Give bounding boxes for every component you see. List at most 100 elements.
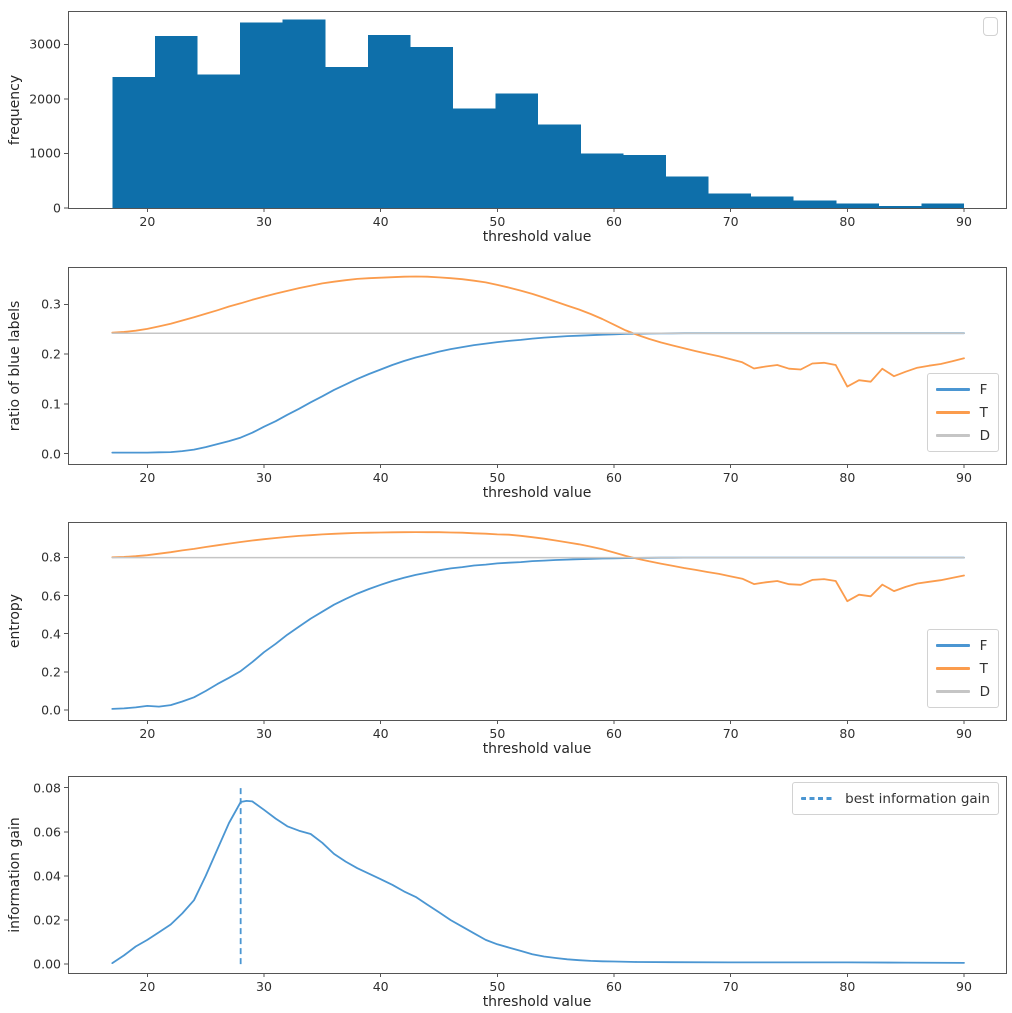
- y-tick-label: 0: [53, 200, 61, 216]
- legend-empty: [983, 17, 998, 36]
- y-tick-label: 0.06: [33, 824, 61, 840]
- histogram-bar: [154, 36, 198, 208]
- legend-line-sample: [935, 690, 970, 693]
- histogram-bar: [495, 93, 539, 208]
- x-tick-label: 70: [722, 470, 739, 485]
- legend-entry-T: T: [935, 657, 990, 680]
- x-tick-label: 90: [956, 726, 972, 741]
- x-tick-label: 20: [139, 470, 156, 485]
- histogram-bar: [708, 193, 752, 208]
- x-tick-label: 30: [256, 214, 272, 229]
- entropy-y-axis-label: entropy: [7, 593, 23, 649]
- x-tick-label: 50: [489, 214, 506, 229]
- legend-line-sample: [935, 667, 970, 670]
- x-tick-label: 40: [372, 214, 389, 229]
- x-tick-label: 20: [139, 979, 156, 994]
- histogram-bar: [282, 19, 326, 208]
- x-tick-label: 30: [256, 470, 272, 485]
- histogram-bar: [367, 35, 411, 209]
- x-tick-label: 70: [722, 214, 739, 229]
- x-tick-label: 70: [722, 726, 739, 741]
- y-tick-label: 0.2: [41, 346, 61, 362]
- y-tick-label: 2000: [29, 91, 61, 107]
- axes-spines: [68, 776, 1007, 974]
- legend-entry-label: T: [979, 404, 988, 421]
- x-tick-label: 30: [256, 979, 272, 994]
- x-tick-label: 80: [839, 470, 856, 485]
- y-tick-label: 0.08: [33, 780, 61, 796]
- histogram-y-axis-label: frequency: [7, 74, 23, 145]
- histogram-bar: [453, 108, 496, 208]
- entropy-x-axis-label: threshold value: [482, 741, 592, 757]
- x-tick-label: 20: [139, 726, 156, 741]
- histogram-bar: [921, 203, 964, 208]
- y-tick-label: 0.6: [41, 588, 61, 603]
- x-tick-label: 90: [956, 214, 972, 229]
- histogram-bar: [240, 22, 283, 208]
- histogram-bar: [410, 47, 453, 209]
- x-tick-label: 60: [606, 470, 622, 485]
- y-tick-label: 3000: [29, 36, 61, 52]
- y-tick-label: 0.2: [41, 664, 61, 680]
- ratio-y-axis-label: ratio of blue labels: [7, 300, 23, 431]
- legend-entry-label: T: [979, 660, 988, 677]
- legend-line-sample: [935, 434, 970, 437]
- legend-entry-D: D: [935, 424, 990, 447]
- histogram-x-axis-label: threshold value: [482, 229, 592, 245]
- x-tick-label: 40: [372, 470, 389, 485]
- legend-entry-label: D: [979, 427, 990, 444]
- histogram-bar: [751, 196, 794, 208]
- information-gain-y-axis-label: information gain: [7, 816, 23, 933]
- x-tick-label: 20: [139, 214, 156, 229]
- histogram-bar: [538, 124, 581, 208]
- histogram-bar: [325, 67, 368, 208]
- legend-entry-T: T: [935, 401, 990, 424]
- x-tick-label: 80: [839, 214, 856, 229]
- series-line-F: [111, 332, 965, 454]
- x-tick-label: 50: [489, 979, 506, 994]
- legend-dashed-line-sample: [801, 797, 836, 800]
- series-line-T: [111, 531, 965, 603]
- y-tick-label: 1000: [29, 145, 61, 161]
- axes-spines: [68, 522, 1007, 721]
- x-tick-label: 90: [956, 979, 972, 994]
- histogram-bar: [878, 206, 922, 208]
- y-tick-label: 0.00: [33, 956, 61, 972]
- histogram-bar: [580, 153, 624, 208]
- legend-entry-F: F: [935, 378, 990, 401]
- legend-entry-label: F: [979, 637, 988, 654]
- histogram-bar: [836, 203, 879, 208]
- information-gain-x-axis-label: threshold value: [482, 994, 592, 1010]
- x-tick-label: 40: [372, 726, 389, 741]
- legend-line-sample: [935, 388, 970, 391]
- histogram-bar: [112, 77, 155, 208]
- x-tick-label: 50: [489, 470, 506, 485]
- series-line-F: [111, 556, 965, 710]
- histogram-bar: [665, 176, 709, 208]
- axes-spines: [68, 11, 1007, 209]
- y-tick-label: 0.4: [41, 626, 61, 642]
- x-tick-label: 80: [839, 726, 856, 741]
- y-tick-label: 0.04: [33, 868, 61, 884]
- legend-entry-best-information-gain: best information gain: [801, 787, 990, 810]
- x-tick-label: 30: [256, 726, 272, 741]
- x-tick-label: 80: [839, 979, 856, 994]
- axes-spines: [68, 267, 1007, 465]
- y-tick-label: 0.0: [41, 702, 61, 718]
- legend-entry-label: best information gain: [845, 790, 990, 807]
- x-tick-label: 50: [489, 726, 506, 741]
- legend-entry-D: D: [935, 680, 990, 703]
- legend-entry-F: F: [935, 634, 990, 657]
- x-tick-label: 60: [606, 214, 622, 229]
- series-line-information-gain: [111, 800, 965, 964]
- ratio-x-axis-label: threshold value: [482, 485, 592, 501]
- x-tick-label: 60: [606, 726, 622, 741]
